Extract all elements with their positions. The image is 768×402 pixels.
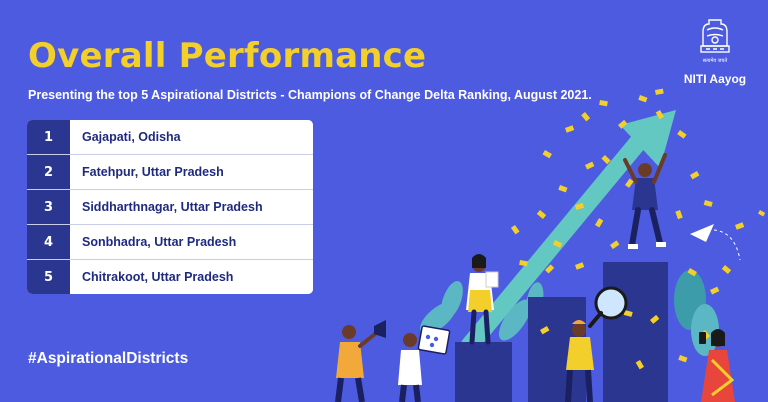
ranking-row: 5 Chitrakoot, Uttar Pradesh <box>27 260 313 294</box>
man-with-megaphone <box>335 320 386 402</box>
celebration-illustration <box>335 88 766 402</box>
page-subtitle: Presenting the top 5 Aspirational Distri… <box>28 88 592 102</box>
ranking-table: 1 Gajapati, Odisha 2 Fatehpur, Uttar Pra… <box>27 120 313 294</box>
hashtag-text: #AspirationalDistricts <box>28 350 189 367</box>
rank-number: 3 <box>27 190 70 224</box>
bar-chart-graphic <box>455 262 668 402</box>
district-name: Chitrakoot, Uttar Pradesh <box>70 260 313 294</box>
page-title: Overall Performance <box>28 36 427 76</box>
rank-number: 5 <box>27 260 70 294</box>
ranking-row: 1 Gajapati, Odisha <box>27 120 313 155</box>
district-name: Sonbhadra, Uttar Pradesh <box>70 225 313 259</box>
district-name: Gajapati, Odisha <box>70 120 313 154</box>
emblem-motto: सत्यमेव जयते <box>703 57 728 64</box>
logo-org-name: NITI Aayog <box>683 72 747 86</box>
rank-number: 4 <box>27 225 70 259</box>
niti-aayog-logo: सत्यमेव जयते NITI Aayog <box>672 16 758 86</box>
ranking-row: 2 Fatehpur, Uttar Pradesh <box>27 155 313 190</box>
woman-with-phone <box>699 329 735 402</box>
district-name: Siddharthnagar, Uttar Pradesh <box>70 190 313 224</box>
woman-with-document <box>466 254 499 345</box>
man-with-chart-board <box>398 325 451 402</box>
ranking-row: 4 Sonbhadra, Uttar Pradesh <box>27 225 313 260</box>
celebrating-person <box>623 153 667 249</box>
rank-number: 1 <box>27 120 70 154</box>
paper-plane-icon <box>690 224 741 261</box>
rank-number: 2 <box>27 155 70 189</box>
ranking-row: 3 Siddharthnagar, Uttar Pradesh <box>27 190 313 225</box>
confetti-decoration <box>510 88 766 370</box>
national-emblem-icon: सत्यमेव जयते <box>700 19 730 64</box>
district-name: Fatehpur, Uttar Pradesh <box>70 155 313 189</box>
man-with-magnifier <box>565 286 628 402</box>
